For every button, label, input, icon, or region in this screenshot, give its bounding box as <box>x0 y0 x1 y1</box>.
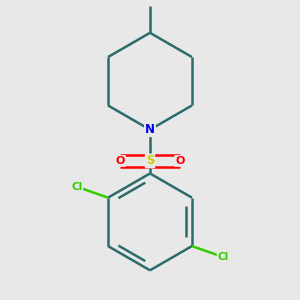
Text: O: O <box>175 156 184 166</box>
Text: Cl: Cl <box>218 252 229 262</box>
Text: O: O <box>116 156 125 166</box>
Text: Cl: Cl <box>71 182 82 192</box>
Text: S: S <box>146 154 154 167</box>
Text: N: N <box>145 123 155 136</box>
